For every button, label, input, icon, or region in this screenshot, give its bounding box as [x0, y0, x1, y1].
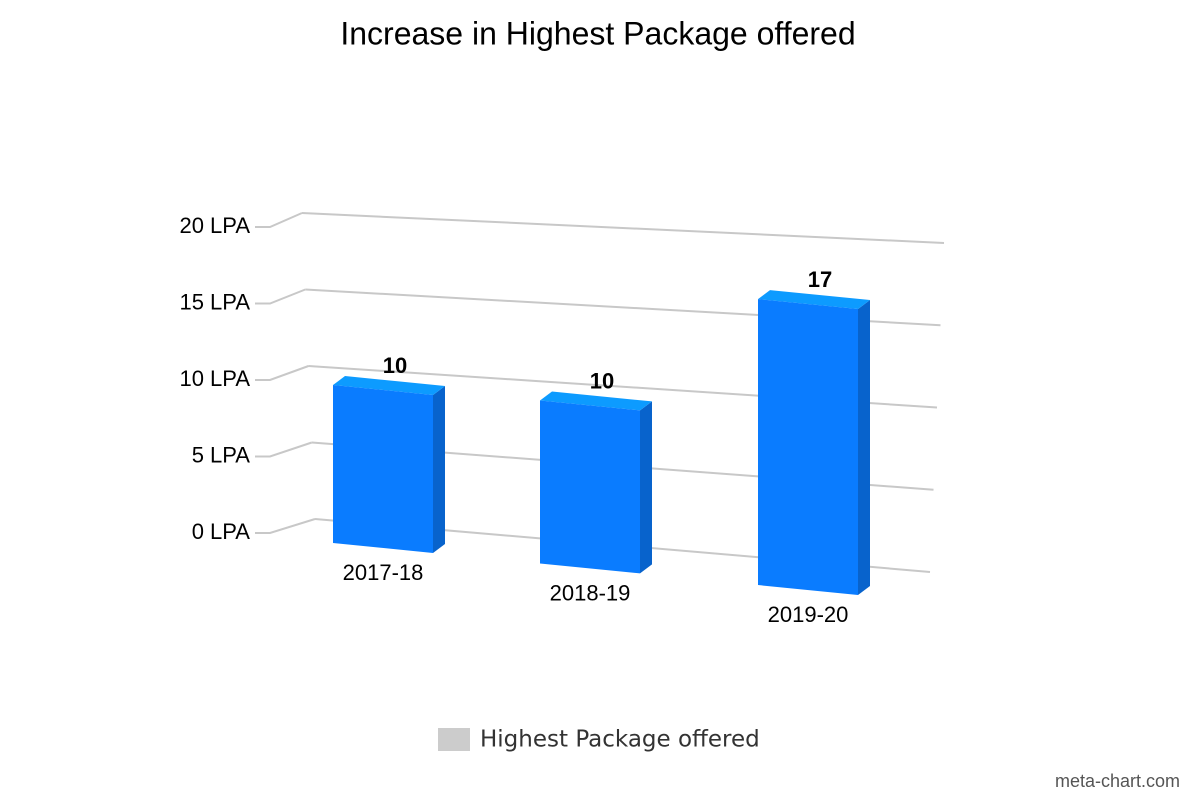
bar-top — [333, 376, 445, 395]
credit: meta-chart.com — [1055, 771, 1180, 791]
bar-top — [758, 290, 870, 310]
bar-front — [540, 400, 640, 574]
y-tick-label: 0 LPA — [192, 519, 251, 544]
bar — [758, 290, 870, 595]
bar-side — [858, 300, 870, 595]
bar-front — [333, 385, 433, 553]
y-tick-mark — [255, 212, 303, 228]
y-tick-mark — [255, 288, 306, 305]
bar — [540, 391, 652, 574]
y-tick-mark — [255, 441, 313, 458]
y-tick-label: 15 LPA — [179, 289, 250, 314]
grid-line — [301, 212, 945, 244]
bar-top — [540, 391, 652, 411]
chart-title: Increase in Highest Package offered — [340, 15, 855, 51]
data-label: 10 — [590, 368, 614, 393]
legend-label: Highest Package offered — [480, 727, 760, 753]
y-tick-mark — [255, 518, 316, 534]
bar-side — [640, 401, 652, 574]
bar-front — [758, 299, 858, 595]
x-tick-label: 2019-20 — [768, 602, 849, 627]
data-label: 17 — [808, 267, 832, 292]
legend-swatch — [438, 728, 470, 751]
y-tick-label: 10 LPA — [179, 366, 250, 391]
y-tick-mark — [255, 365, 309, 381]
y-tick-label: 5 LPA — [192, 442, 251, 467]
bar — [333, 376, 445, 553]
bar-side — [433, 385, 445, 553]
y-tick-label: 20 LPA — [179, 213, 250, 238]
data-label: 10 — [383, 353, 407, 378]
x-tick-label: 2018-19 — [550, 580, 631, 605]
x-tick-label: 2017-18 — [343, 560, 424, 585]
